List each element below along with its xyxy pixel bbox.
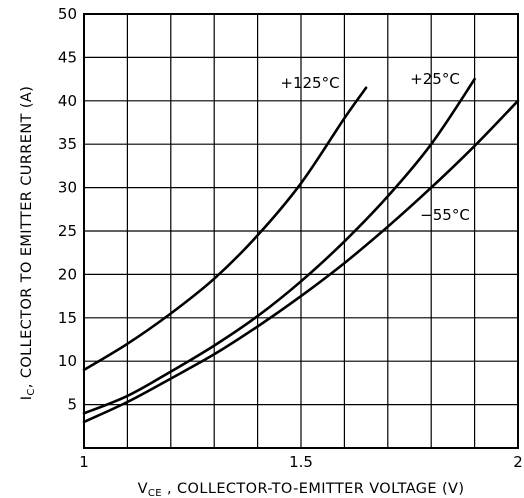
y-tick-label: 25	[58, 222, 77, 240]
y-tick-label: 50	[58, 5, 77, 23]
x-tick-labels: 1 1.5 2	[79, 453, 523, 471]
y-axis-title-text: , COLLECTOR TO EMITTER CURRENT (A)	[19, 86, 35, 388]
y-axis-title-sub: C	[26, 388, 37, 395]
series-line-1	[82, 77, 476, 415]
series-line-0	[82, 86, 368, 372]
y-tick-label: 30	[58, 179, 77, 197]
curves	[82, 77, 520, 424]
y-tick-label: 35	[58, 135, 77, 153]
x-axis-title: VCE , COLLECTOR-TO-EMITTER VOLTAGE (V)	[138, 481, 465, 498]
series-line-2	[82, 99, 520, 424]
y-tick-label: 20	[58, 265, 77, 283]
y-tick-label: 40	[58, 92, 77, 110]
series-label: +125°C	[280, 74, 339, 92]
x-axis-title-prefix: V	[138, 481, 148, 497]
plot-frame	[83, 13, 519, 449]
x-tick-label: 2	[513, 453, 523, 471]
y-axis-title: IC, COLLECTOR TO EMITTER CURRENT (A)	[19, 86, 37, 401]
series-label: +25°C	[410, 70, 460, 88]
x-tick-label: 1	[79, 453, 89, 471]
y-tick-label: 15	[58, 309, 77, 327]
y-axis-title-prefix: I	[19, 396, 35, 401]
x-axis-title-text: , COLLECTOR-TO-EMITTER VOLTAGE (V)	[162, 481, 464, 497]
series-labels: +125°C +25°C −55°C	[280, 70, 469, 224]
x-axis-title-sub: CE	[148, 488, 162, 498]
y-tick-label: 45	[58, 48, 77, 66]
y-tick-label: 10	[58, 352, 77, 370]
x-tick-label: 1.5	[289, 453, 313, 471]
y-tick-labels: 5 10 15 20 25 30 35 40 45 50	[58, 5, 77, 414]
series-label: −55°C	[420, 206, 470, 224]
y-tick-label: 5	[67, 396, 77, 414]
